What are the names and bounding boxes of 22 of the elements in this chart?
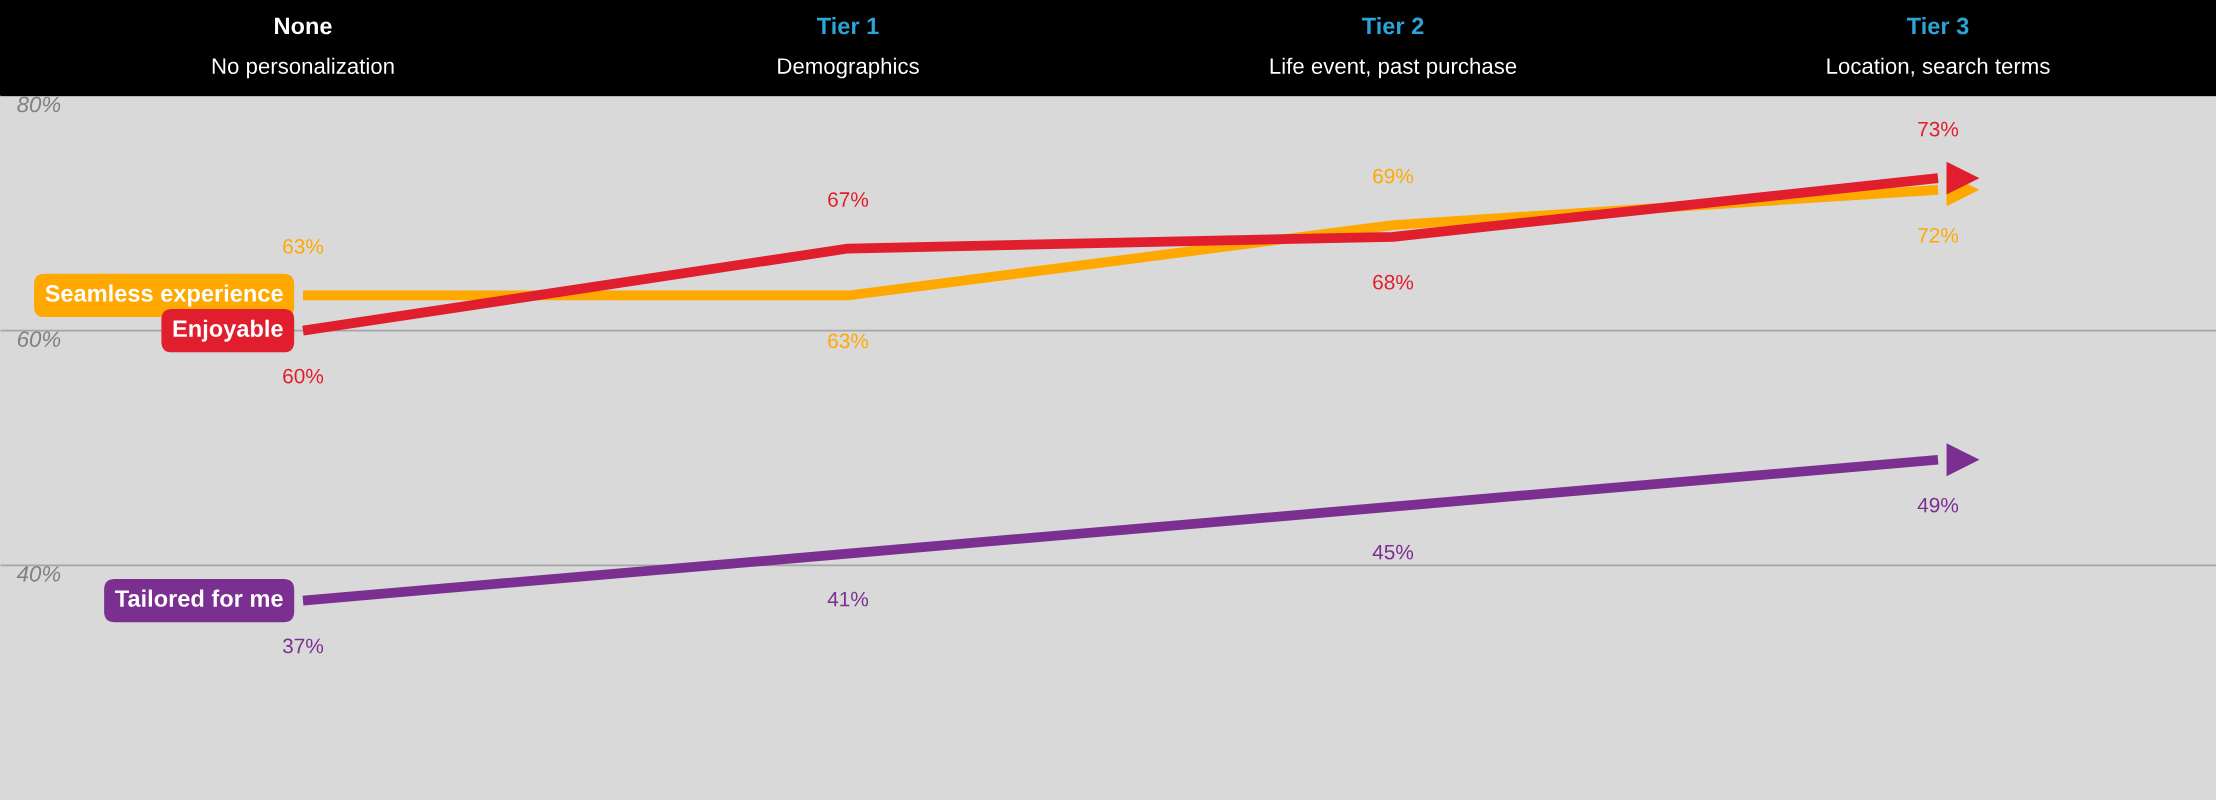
series-label: Tailored for me (115, 589, 283, 607)
y-tick-label: 80% (17, 96, 61, 113)
x-tick-label: Tier 3 Location, search terms (1827, 17, 2050, 77)
data-label: 45% (1372, 544, 1414, 560)
data-label: 73% (1918, 121, 1959, 137)
data-label: 37% (282, 638, 324, 654)
data-label: 41% (827, 591, 869, 607)
data-label: 60% (283, 368, 324, 384)
y-tick-label: 40% (16, 565, 61, 582)
data-label: 72% (1918, 227, 1959, 243)
y-tick-label: 60% (17, 331, 61, 347)
x-tick-label: Tier 2 Life event, past purchase (1270, 17, 1517, 79)
series-label: Enjoyable (173, 319, 283, 342)
data-label: 49% (1917, 497, 1959, 513)
x-tick-label: Tier 1 Demographics (778, 17, 919, 79)
data-label: 63% (828, 333, 869, 349)
data-label: 68% (1373, 274, 1414, 290)
data-label: 67% (828, 192, 869, 207)
series-label: Seamless experience (45, 284, 283, 307)
data-label: 69% (1373, 168, 1414, 184)
data-label: 63% (283, 239, 324, 254)
x-tick-label: None No personalization (212, 17, 394, 79)
